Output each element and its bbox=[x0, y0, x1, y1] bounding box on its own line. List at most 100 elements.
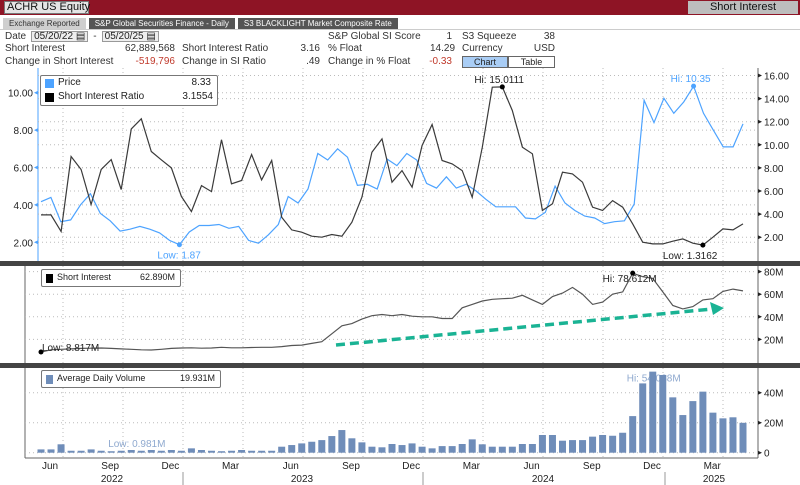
volume-bar bbox=[368, 446, 376, 453]
volume-bar bbox=[579, 440, 587, 453]
volume-bar bbox=[67, 450, 75, 453]
legend-price-label: Price bbox=[58, 77, 81, 88]
panel-separator bbox=[0, 363, 800, 368]
volume-bar bbox=[177, 450, 185, 453]
calendar-icon[interactable]: ▤ bbox=[146, 31, 156, 42]
volume-bar bbox=[609, 435, 617, 453]
x-month-label: Jun bbox=[42, 461, 58, 472]
volume-bar bbox=[689, 401, 697, 453]
volume-bar bbox=[197, 450, 205, 453]
volume-bar bbox=[137, 450, 145, 453]
right-tick-label: 80M bbox=[764, 268, 783, 279]
legend-ratio-value: 3.1554 bbox=[182, 91, 213, 102]
si-high-label: Hi: 78.612M bbox=[603, 274, 657, 285]
volume-bar bbox=[218, 451, 226, 453]
legend-price-value: 8.33 bbox=[191, 77, 211, 88]
ratio-high-label: Hi: 15.0111 bbox=[474, 75, 524, 86]
volume-low-label: Low: 0.981M bbox=[108, 439, 165, 450]
tab-exchange-reported[interactable]: Exchange Reported bbox=[3, 18, 86, 29]
volume-bar bbox=[157, 450, 165, 453]
tick-mark bbox=[758, 420, 762, 425]
right-tick-label: 4.00 bbox=[764, 210, 784, 221]
currency-value: USD bbox=[533, 43, 555, 54]
volume-bar bbox=[458, 444, 466, 453]
tick-mark bbox=[758, 337, 762, 342]
si-low-label: Low: 8.817M bbox=[42, 343, 99, 354]
tick-mark bbox=[34, 128, 38, 133]
security-field[interactable]: ACHR US Equity bbox=[4, 1, 90, 14]
tick-mark bbox=[758, 450, 762, 455]
right-tick-label: 16.00 bbox=[764, 72, 789, 83]
right-tick-label: 14.00 bbox=[764, 95, 789, 106]
tick-mark bbox=[758, 96, 762, 101]
volume-bar bbox=[518, 444, 526, 453]
right-tick-label: 8.00 bbox=[764, 164, 784, 175]
x-month-label: Jun bbox=[283, 461, 299, 472]
volume-bar bbox=[629, 416, 637, 453]
date-separator: - bbox=[93, 31, 97, 42]
chart-toggle-button[interactable]: Chart bbox=[462, 56, 508, 68]
volume-bar bbox=[488, 446, 496, 453]
volume-bar bbox=[448, 446, 456, 453]
volume-bar bbox=[328, 436, 336, 453]
volume-bar bbox=[589, 436, 597, 453]
x-month-label: Mar bbox=[222, 461, 240, 472]
right-tick-label: 6.00 bbox=[764, 187, 784, 198]
short-interest-label: Short Interest bbox=[5, 43, 66, 54]
table-toggle-button[interactable]: Table bbox=[508, 56, 555, 68]
volume-bar bbox=[538, 435, 546, 453]
start-date-input[interactable]: 05/20/22 ▤ bbox=[31, 31, 89, 42]
price-line bbox=[40, 84, 744, 246]
volume-legend: Average Daily Volume 19.931M bbox=[41, 370, 221, 388]
end-date-input[interactable]: 05/20/25 ▤ bbox=[101, 31, 159, 42]
tick-mark bbox=[758, 119, 762, 124]
volume-bar bbox=[258, 450, 266, 453]
tick-mark bbox=[758, 73, 762, 78]
tick-mark bbox=[34, 90, 38, 95]
legend-si-label: Short Interest bbox=[57, 272, 112, 282]
si-ratio-label: Short Interest Ratio bbox=[182, 43, 269, 54]
tick-mark bbox=[34, 165, 38, 170]
volume-bar bbox=[248, 450, 256, 453]
volume-bar bbox=[468, 439, 476, 453]
calendar-icon[interactable]: ▤ bbox=[75, 31, 86, 42]
price-swatch bbox=[45, 79, 54, 88]
tab-s3-blacklight[interactable]: S3 BLACKLIGHT Market Composite Rate bbox=[237, 18, 398, 29]
volume-bar bbox=[478, 444, 486, 453]
right-tick-label: 60M bbox=[764, 290, 783, 301]
x-month-label: Mar bbox=[463, 461, 481, 472]
tick-mark bbox=[758, 142, 762, 147]
volume-bar bbox=[649, 371, 657, 453]
right-tick-label: 12.00 bbox=[764, 118, 789, 129]
tab-sp-global[interactable]: S&P Global Securities Finance - Daily bbox=[88, 18, 235, 29]
volume-bar bbox=[548, 435, 556, 453]
sp-score-value: 1 bbox=[446, 31, 452, 42]
volume-bar bbox=[87, 449, 95, 453]
volume-bar bbox=[709, 412, 717, 453]
left-tick-label: 6.00 bbox=[14, 164, 34, 175]
volume-bar bbox=[187, 448, 195, 453]
price-high-marker bbox=[691, 83, 697, 89]
tick-mark bbox=[758, 235, 762, 240]
x-month-label: Sep bbox=[583, 461, 601, 472]
volume-bar bbox=[729, 417, 737, 453]
volume-bar bbox=[619, 432, 627, 453]
x-year-label: 2024 bbox=[532, 474, 555, 485]
ratio-high-marker bbox=[499, 84, 505, 90]
chg-si-ratio-value: .49 bbox=[306, 56, 320, 67]
x-month-label: Dec bbox=[402, 461, 420, 472]
volume-bar bbox=[569, 440, 577, 453]
volume-bar bbox=[408, 443, 416, 453]
short-interest-line bbox=[40, 272, 744, 353]
price-legend: Price 8.33 Short Interest Ratio 3.1554 bbox=[40, 75, 218, 106]
ratio-swatch bbox=[45, 93, 54, 102]
volume-bar bbox=[659, 375, 667, 453]
volume-bar bbox=[428, 448, 436, 453]
pct-float-value: 14.29 bbox=[430, 43, 456, 54]
volume-bar bbox=[669, 397, 677, 453]
date-label: Date bbox=[5, 31, 27, 42]
x-month-label: Dec bbox=[643, 461, 661, 472]
right-tick-label: 40M bbox=[764, 389, 783, 400]
legend-volume-value: 19.931M bbox=[179, 373, 215, 383]
